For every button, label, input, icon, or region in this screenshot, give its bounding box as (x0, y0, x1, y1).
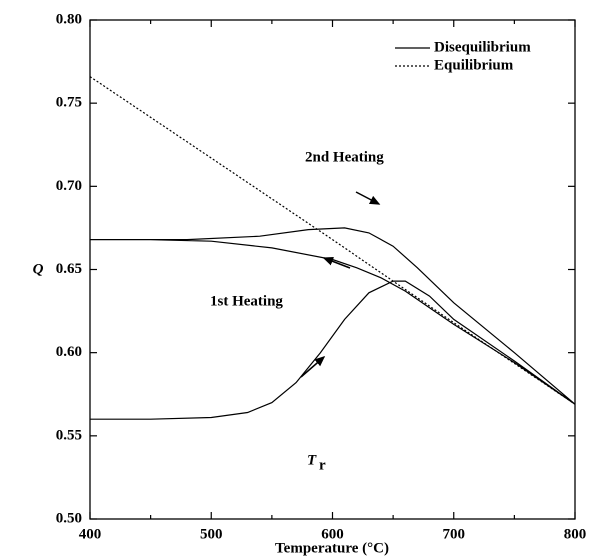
plot-frame (89, 19, 576, 520)
y-axis-label: Q (33, 261, 44, 277)
x-axis-label: Temperature (°C) (275, 540, 389, 556)
y-tick-label: 0.70 (56, 178, 82, 194)
x-tick-label: 700 (443, 526, 466, 542)
y-tick-label: 0.80 (56, 11, 82, 27)
arrow (322, 257, 351, 269)
legend-label: Disequilibrium (434, 39, 531, 55)
data-line (89, 76, 576, 405)
y-tick-label: 0.75 (56, 95, 82, 111)
y-tick-label: 0.65 (56, 261, 82, 277)
x-tick-label: 500 (200, 526, 223, 542)
y-tick-label: 0.50 (56, 510, 82, 526)
x-tick-label: 400 (79, 526, 102, 542)
x-tick-label: 600 (321, 526, 344, 542)
annotation: r (319, 457, 326, 473)
annotation: 2nd Heating (305, 149, 384, 165)
annotation: 1st Heating (210, 293, 283, 309)
x-tick-label: 800 (564, 526, 587, 542)
y-tick-label: 0.60 (56, 344, 82, 360)
arrow (355, 191, 381, 205)
data-line (90, 227, 576, 420)
arrow (300, 356, 326, 378)
legend-label: Equilibrium (434, 57, 514, 73)
annotation: T (307, 452, 317, 468)
y-tick-label: 0.55 (56, 427, 82, 443)
